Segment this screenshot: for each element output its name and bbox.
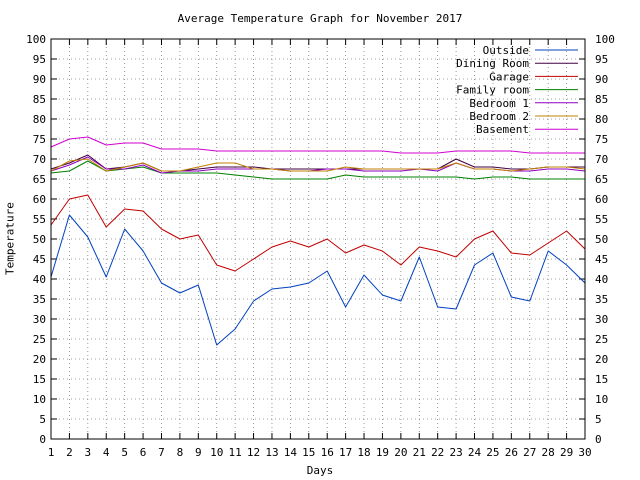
y-tick-label-left: 65 bbox=[33, 173, 46, 186]
y-tick-label-left: 45 bbox=[33, 253, 46, 266]
y-tick-label-right: 45 bbox=[595, 253, 608, 266]
x-tick-label: 8 bbox=[177, 446, 184, 459]
series-line-bedroom-2 bbox=[50, 158, 586, 172]
y-tick-label-right: 15 bbox=[595, 373, 608, 386]
y-tick-label-left: 5 bbox=[39, 413, 46, 426]
x-tick-label: 27 bbox=[523, 446, 536, 459]
x-tick-label: 17 bbox=[339, 446, 352, 459]
y-tick-label-left: 85 bbox=[33, 93, 46, 106]
y-tick-label-left: 60 bbox=[33, 193, 46, 206]
x-tick-label: 22 bbox=[431, 446, 444, 459]
y-tick-label-right: 65 bbox=[595, 173, 608, 186]
y-tick-label-right: 60 bbox=[595, 193, 608, 206]
legend-label-basement: Basement bbox=[476, 123, 529, 136]
x-tick-label: 18 bbox=[357, 446, 370, 459]
legend-label-garage: Garage bbox=[489, 70, 529, 83]
series-line-family-room bbox=[50, 160, 585, 180]
y-tick-label-left: 40 bbox=[33, 273, 46, 286]
chart-title: Average Temperature Graph for November 2… bbox=[177, 12, 463, 25]
y-tick-label-right: 90 bbox=[595, 73, 608, 86]
y-tick-label-right: 40 bbox=[595, 273, 608, 286]
y-tick-label-right: 10 bbox=[595, 393, 608, 406]
x-axis-label: Days bbox=[306, 464, 334, 477]
y-tick-label-right: 35 bbox=[595, 293, 608, 306]
series-line-outside bbox=[50, 214, 586, 346]
x-tick-label: 21 bbox=[413, 446, 426, 459]
y-tick-label-right: 0 bbox=[595, 433, 602, 446]
x-tick-label: 1 bbox=[48, 446, 55, 459]
y-tick-label-left: 25 bbox=[33, 333, 46, 346]
x-tick-label: 30 bbox=[578, 446, 591, 459]
x-tick-label: 29 bbox=[560, 446, 573, 459]
y-tick-label-right: 20 bbox=[595, 353, 608, 366]
y-tick-label-left: 15 bbox=[33, 373, 46, 386]
y-tick-label-right: 50 bbox=[595, 233, 608, 246]
y-tick-label-left: 35 bbox=[33, 293, 46, 306]
x-tick-label: 14 bbox=[284, 446, 298, 459]
y-tick-label-left: 100 bbox=[26, 33, 46, 46]
y-tick-label-left: 50 bbox=[33, 233, 46, 246]
x-tick-label: 15 bbox=[302, 446, 315, 459]
series-line-basement bbox=[50, 136, 585, 154]
y-tick-label-right: 55 bbox=[595, 213, 608, 226]
x-tick-label: 28 bbox=[542, 446, 555, 459]
y-tick-label-right: 75 bbox=[595, 133, 608, 146]
y-tick-label-left: 10 bbox=[33, 393, 46, 406]
x-tick-label: 23 bbox=[449, 446, 462, 459]
x-tick-label: 2 bbox=[66, 446, 73, 459]
x-tick-label: 13 bbox=[265, 446, 278, 459]
y-tick-label-left: 30 bbox=[33, 313, 46, 326]
x-tick-label: 9 bbox=[195, 446, 202, 459]
x-tick-label: 24 bbox=[468, 446, 482, 459]
x-tick-label: 11 bbox=[229, 446, 242, 459]
x-tick-label: 25 bbox=[486, 446, 499, 459]
y-tick-label-left: 75 bbox=[33, 133, 46, 146]
x-tick-label: 6 bbox=[140, 446, 147, 459]
y-tick-label-right: 25 bbox=[595, 333, 608, 346]
y-tick-label-right: 80 bbox=[595, 113, 608, 126]
x-tick-label: 4 bbox=[103, 446, 110, 459]
legend-label-bedroom-1: Bedroom 1 bbox=[469, 97, 529, 110]
y-tick-label-left: 95 bbox=[33, 53, 46, 66]
x-tick-label: 16 bbox=[321, 446, 334, 459]
series-line-garage bbox=[50, 194, 586, 272]
x-tick-label: 7 bbox=[158, 446, 165, 459]
y-tick-label-left: 55 bbox=[33, 213, 46, 226]
y-tick-label-left: 0 bbox=[39, 433, 46, 446]
x-tick-label: 3 bbox=[85, 446, 92, 459]
y-tick-label-left: 20 bbox=[33, 353, 46, 366]
legend-label-family-room: Family room bbox=[456, 84, 529, 97]
y-tick-label-right: 5 bbox=[595, 413, 602, 426]
x-tick-label: 5 bbox=[121, 446, 128, 459]
plot-frame bbox=[50, 38, 586, 440]
x-tick-label: 10 bbox=[210, 446, 223, 459]
y-tick-label-right: 70 bbox=[595, 153, 608, 166]
y-tick-label-right: 30 bbox=[595, 313, 608, 326]
legend-label-outside: Outside bbox=[483, 44, 529, 57]
x-tick-label: 20 bbox=[394, 446, 407, 459]
x-tick-label: 12 bbox=[247, 446, 260, 459]
x-tick-label: 19 bbox=[376, 446, 389, 459]
y-tick-label-right: 95 bbox=[595, 53, 608, 66]
y-tick-label-left: 80 bbox=[33, 113, 46, 126]
legend-label-bedroom-2: Bedroom 2 bbox=[469, 110, 529, 123]
legend-label-dining-room: Dining Room bbox=[456, 57, 529, 70]
y-tick-label-right: 100 bbox=[595, 33, 615, 46]
y-tick-label-left: 70 bbox=[33, 153, 46, 166]
y-tick-label-right: 85 bbox=[595, 93, 608, 106]
x-tick-label: 26 bbox=[505, 446, 518, 459]
y-tick-label-left: 90 bbox=[33, 73, 46, 86]
